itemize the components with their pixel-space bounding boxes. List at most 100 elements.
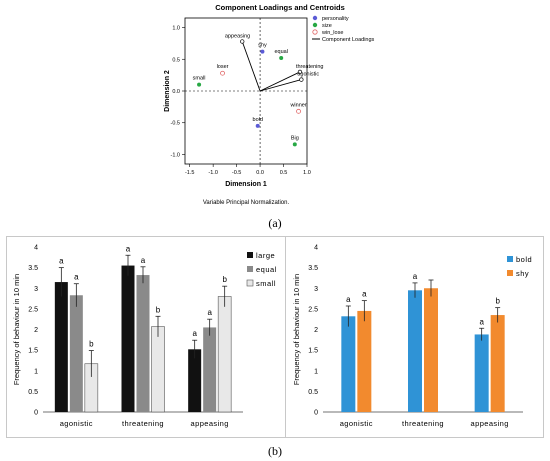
pca-y-tick-label: 0.5 [172, 57, 180, 63]
size-chart-y-tick-label: 4 [34, 245, 38, 252]
size-chart-legend-label: large [256, 251, 275, 260]
personality-bar-chart-svg: 0 0.5 1 1.5 2 2.5 3 3.5 4 Frequency of behaviour … [292, 245, 532, 429]
centroid-label: winner [289, 102, 306, 108]
legend-marker [312, 15, 318, 21]
pca-x-tick-label: -1.5 [185, 170, 194, 176]
personality-chart-y-tick-label: 0.5 [308, 389, 318, 396]
personality-chart-y-tick-label: 3 [314, 286, 318, 293]
legend-label: size [322, 23, 332, 29]
pca-x-tick-label: 0.5 [280, 170, 288, 176]
personality-chart-significance-label: a [479, 317, 484, 326]
personality-chart-y-tick-label: 4 [314, 245, 318, 252]
personality-chart-significance-label: a [362, 290, 367, 299]
size-chart-y-tick-label: 1 [34, 368, 38, 375]
personality-chart-legend-label: bold [516, 255, 532, 264]
size-chart-y-axis-label: Frequency of behaviour in 10 min [12, 274, 21, 385]
size-chart-bar [121, 265, 135, 412]
size-chart-significance-label: a [207, 308, 212, 317]
loading-endpoint [240, 39, 245, 44]
centroid-point [220, 70, 225, 76]
personality-chart-legend-swatch [507, 256, 513, 262]
caption-b: (b) [268, 444, 282, 458]
size-chart-y-tick-label: 0 [34, 410, 38, 417]
size-chart-category-label: agonistic [60, 419, 93, 428]
size-chart-bar [54, 282, 68, 412]
size-chart-significance-label: b [89, 340, 94, 349]
personality-chart-bar [341, 316, 356, 412]
personality-chart-y-tick-label: 1.5 [308, 348, 318, 355]
legend-label: personality [322, 16, 349, 22]
size-chart-bar [217, 296, 232, 413]
legend-label: Component Loadings [322, 37, 375, 43]
size-chart-y-tick-label: 2 [34, 327, 38, 334]
centroid-label: shy [258, 43, 267, 49]
centroid-label: bold [253, 117, 263, 123]
size-chart-category-label: threatening [122, 419, 164, 428]
centroid-label: equal [274, 49, 287, 55]
centroid-point [292, 142, 297, 147]
pca-y-tick-label: 0.0 [172, 89, 180, 95]
personality-chart-bar [474, 334, 489, 412]
size-chart-significance-label: a [192, 329, 197, 338]
personality-chart-y-tick-label: 2 [314, 327, 318, 334]
size-chart-legend-swatch [247, 266, 253, 272]
size-bar-chart-svg: 0 0.5 1 1.5 2 2.5 3 3.5 4 Frequency of behaviour … [12, 244, 277, 428]
loading-label: appeasing [225, 33, 250, 39]
loading-vector [259, 71, 301, 92]
personality-chart-bar [357, 310, 372, 412]
personality-chart-y-tick-label: 0 [314, 410, 318, 417]
size-chart-significance-label: a [126, 244, 131, 253]
size-chart-legend-swatch [246, 279, 254, 287]
size-chart-y-tick-label: 3 [34, 286, 38, 293]
personality-chart-y-axis-label: Frequency of behaviour in 10 min [292, 274, 301, 385]
size-chart-significance-label: a [141, 256, 146, 265]
loading-label: agonistic [297, 72, 319, 78]
size-chart-bar [151, 326, 165, 413]
loading-label: threatening [296, 64, 324, 70]
panel-divider [285, 237, 286, 437]
centroid-label: Big [291, 135, 299, 141]
caption-a: (a) [268, 216, 282, 230]
pca-x-tick-label: 0.0 [256, 170, 264, 176]
personality-chart-y-tick-label: 1 [314, 368, 318, 375]
pca-y-axis-label: Dimension 2 [164, 70, 171, 112]
size-chart-bar [188, 349, 202, 412]
size-chart-y-tick-label: 1.5 [28, 348, 38, 355]
legend-label: win_lose [321, 30, 343, 36]
centroid-label: loser [217, 64, 229, 70]
pca-x-tick-label: -1.0 [208, 170, 217, 176]
pca-chart: Component Loadings and Centroids -1.5 -1.0… [160, 0, 400, 212]
size-chart-y-tick-label: 2.5 [28, 306, 38, 313]
pca-title: Component Loadings and Centroids [215, 3, 345, 12]
personality-chart-legend-label: shy [516, 269, 529, 278]
personality-chart-category-label: agonistic [340, 419, 373, 428]
centroid-point [296, 108, 301, 114]
loading-endpoint [299, 77, 304, 82]
pca-y-tick-label: 1.0 [172, 26, 180, 32]
size-chart-legend-label: small [256, 279, 276, 288]
loading-endpoint [297, 69, 303, 75]
personality-chart-bar [490, 315, 505, 412]
size-chart-y-tick-label: 3.5 [28, 265, 38, 272]
size-chart-significance-label: a [74, 273, 79, 282]
centroid-point [197, 82, 202, 87]
size-chart-significance-label: a [59, 257, 64, 266]
centroid-label: small [193, 76, 206, 82]
size-chart-significance-label: b [156, 305, 161, 314]
pca-y-tick-label: -1.0 [171, 152, 180, 158]
personality-chart-bar [408, 290, 422, 412]
personality-chart-legend-swatch [507, 270, 513, 276]
size-chart-y-tick-label: 0.5 [28, 389, 38, 396]
personality-chart-category-label: threatening [402, 419, 444, 428]
bar-charts-panel: 0 0.5 1 1.5 2 2.5 3 3.5 4 Frequency of behaviour … [6, 236, 544, 438]
personality-chart-significance-label: a [413, 272, 418, 281]
loading-vector [241, 41, 261, 92]
personality-chart-significance-label: a [346, 295, 351, 304]
personality-chart-category-label: appeasing [471, 419, 509, 428]
size-bar-chart: 0 0.5 1 1.5 2 2.5 3 3.5 4 Frequency of behaviour … [7, 237, 285, 437]
size-chart-legend-label: equal [256, 265, 277, 274]
legend-marker [312, 29, 318, 35]
size-chart-significance-label: b [222, 275, 227, 284]
personality-bar-chart: 0 0.5 1 1.5 2 2.5 3 3.5 4 Frequency of behaviour … [287, 237, 543, 437]
personality-chart-y-tick-label: 3.5 [308, 265, 318, 272]
